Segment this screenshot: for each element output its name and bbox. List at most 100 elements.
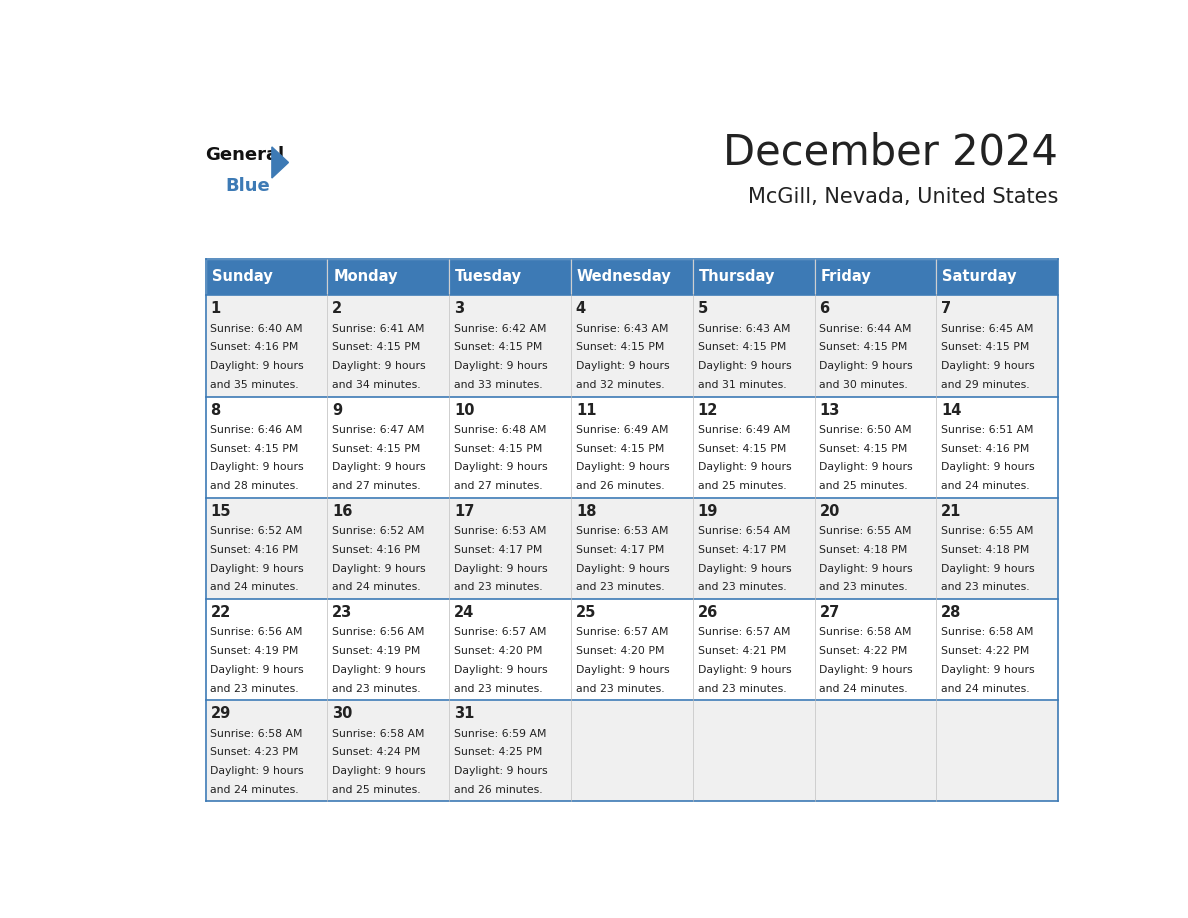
Text: Sunset: 4:16 PM: Sunset: 4:16 PM (210, 545, 299, 554)
Text: Daylight: 9 hours: Daylight: 9 hours (210, 361, 304, 371)
Text: Daylight: 9 hours: Daylight: 9 hours (454, 463, 548, 473)
Text: Sunset: 4:15 PM: Sunset: 4:15 PM (333, 443, 421, 453)
Text: Sunrise: 6:42 AM: Sunrise: 6:42 AM (454, 324, 546, 334)
Text: 31: 31 (454, 706, 474, 722)
Text: 9: 9 (333, 403, 342, 418)
Text: Sunset: 4:24 PM: Sunset: 4:24 PM (333, 747, 421, 757)
Bar (815, 599, 936, 700)
Text: and 25 minutes.: and 25 minutes. (697, 481, 786, 491)
Text: Sunrise: 6:56 AM: Sunrise: 6:56 AM (210, 627, 303, 637)
Bar (328, 599, 449, 700)
Text: Daylight: 9 hours: Daylight: 9 hours (333, 766, 425, 776)
Text: Sunrise: 6:52 AM: Sunrise: 6:52 AM (333, 526, 425, 536)
Bar (936, 259, 1059, 296)
Text: 15: 15 (210, 504, 230, 519)
Text: 3: 3 (454, 301, 465, 317)
Text: and 23 minutes.: and 23 minutes. (576, 582, 664, 592)
Bar (449, 397, 571, 498)
Bar (815, 296, 936, 397)
Text: 13: 13 (820, 403, 840, 418)
Text: 2: 2 (333, 301, 342, 317)
Text: and 26 minutes.: and 26 minutes. (576, 481, 664, 491)
Text: and 23 minutes.: and 23 minutes. (210, 684, 299, 693)
Text: 26: 26 (697, 605, 718, 620)
Text: Sunrise: 6:51 AM: Sunrise: 6:51 AM (941, 425, 1034, 435)
Text: Sunrise: 6:56 AM: Sunrise: 6:56 AM (333, 627, 425, 637)
Text: and 23 minutes.: and 23 minutes. (941, 582, 1030, 592)
Text: Daylight: 9 hours: Daylight: 9 hours (576, 665, 670, 675)
Text: Daylight: 9 hours: Daylight: 9 hours (697, 361, 791, 371)
Text: 20: 20 (820, 504, 840, 519)
Text: Sunrise: 6:48 AM: Sunrise: 6:48 AM (454, 425, 546, 435)
Text: 22: 22 (210, 605, 230, 620)
Text: Sunrise: 6:58 AM: Sunrise: 6:58 AM (820, 627, 912, 637)
Bar (815, 397, 936, 498)
Text: 29: 29 (210, 706, 230, 722)
Text: Sunset: 4:16 PM: Sunset: 4:16 PM (941, 443, 1030, 453)
Text: and 26 minutes.: and 26 minutes. (454, 785, 543, 795)
Text: and 24 minutes.: and 24 minutes. (210, 582, 299, 592)
Text: Sunrise: 6:53 AM: Sunrise: 6:53 AM (576, 526, 669, 536)
Text: Daylight: 9 hours: Daylight: 9 hours (333, 361, 425, 371)
Text: and 23 minutes.: and 23 minutes. (454, 684, 543, 693)
Text: and 24 minutes.: and 24 minutes. (941, 481, 1030, 491)
Text: Blue: Blue (226, 176, 271, 195)
Text: Sunset: 4:15 PM: Sunset: 4:15 PM (697, 443, 786, 453)
Text: Sunset: 4:16 PM: Sunset: 4:16 PM (333, 545, 421, 554)
Text: Sunrise: 6:47 AM: Sunrise: 6:47 AM (333, 425, 425, 435)
Text: and 23 minutes.: and 23 minutes. (697, 582, 786, 592)
Text: Daylight: 9 hours: Daylight: 9 hours (697, 665, 791, 675)
Text: Sunset: 4:15 PM: Sunset: 4:15 PM (210, 443, 299, 453)
Text: Daylight: 9 hours: Daylight: 9 hours (333, 564, 425, 574)
Text: Sunrise: 6:46 AM: Sunrise: 6:46 AM (210, 425, 303, 435)
Text: Daylight: 9 hours: Daylight: 9 hours (454, 766, 548, 776)
Bar (571, 700, 693, 801)
Text: Sunset: 4:25 PM: Sunset: 4:25 PM (454, 747, 543, 757)
Text: Sunrise: 6:57 AM: Sunrise: 6:57 AM (576, 627, 669, 637)
Text: Sunrise: 6:49 AM: Sunrise: 6:49 AM (697, 425, 790, 435)
Text: Sunset: 4:15 PM: Sunset: 4:15 PM (697, 342, 786, 353)
Text: 18: 18 (576, 504, 596, 519)
Text: Daylight: 9 hours: Daylight: 9 hours (941, 564, 1035, 574)
Text: Sunset: 4:20 PM: Sunset: 4:20 PM (576, 646, 664, 656)
Text: Daylight: 9 hours: Daylight: 9 hours (820, 463, 914, 473)
Text: Daylight: 9 hours: Daylight: 9 hours (941, 361, 1035, 371)
Bar (693, 700, 815, 801)
Text: Sunset: 4:16 PM: Sunset: 4:16 PM (210, 342, 299, 353)
Text: Daylight: 9 hours: Daylight: 9 hours (941, 665, 1035, 675)
Text: Saturday: Saturday (942, 270, 1017, 285)
Text: Sunrise: 6:58 AM: Sunrise: 6:58 AM (333, 729, 425, 739)
Text: Sunrise: 6:58 AM: Sunrise: 6:58 AM (941, 627, 1034, 637)
Bar (571, 259, 693, 296)
Text: 28: 28 (941, 605, 961, 620)
Bar (328, 700, 449, 801)
Text: Daylight: 9 hours: Daylight: 9 hours (820, 361, 914, 371)
Text: Sunset: 4:15 PM: Sunset: 4:15 PM (333, 342, 421, 353)
Text: Sunset: 4:15 PM: Sunset: 4:15 PM (576, 342, 664, 353)
Text: Sunset: 4:19 PM: Sunset: 4:19 PM (333, 646, 421, 656)
Bar (693, 259, 815, 296)
Text: 27: 27 (820, 605, 840, 620)
Text: 24: 24 (454, 605, 474, 620)
Bar (815, 700, 936, 801)
Text: Sunrise: 6:55 AM: Sunrise: 6:55 AM (820, 526, 912, 536)
Text: Sunrise: 6:53 AM: Sunrise: 6:53 AM (454, 526, 546, 536)
Text: Sunset: 4:15 PM: Sunset: 4:15 PM (820, 443, 908, 453)
Text: Daylight: 9 hours: Daylight: 9 hours (697, 564, 791, 574)
Bar (206, 498, 328, 599)
Bar (449, 599, 571, 700)
Text: Sunset: 4:15 PM: Sunset: 4:15 PM (820, 342, 908, 353)
Bar (936, 296, 1059, 397)
Text: 10: 10 (454, 403, 474, 418)
Text: and 25 minutes.: and 25 minutes. (333, 785, 421, 795)
Text: Sunrise: 6:58 AM: Sunrise: 6:58 AM (210, 729, 303, 739)
Text: Monday: Monday (334, 270, 398, 285)
Text: and 31 minutes.: and 31 minutes. (697, 380, 786, 390)
Bar (571, 296, 693, 397)
Text: Sunset: 4:15 PM: Sunset: 4:15 PM (454, 342, 543, 353)
Text: and 29 minutes.: and 29 minutes. (941, 380, 1030, 390)
Text: and 24 minutes.: and 24 minutes. (333, 582, 421, 592)
Text: 6: 6 (820, 301, 829, 317)
Text: 19: 19 (697, 504, 718, 519)
Bar (206, 599, 328, 700)
